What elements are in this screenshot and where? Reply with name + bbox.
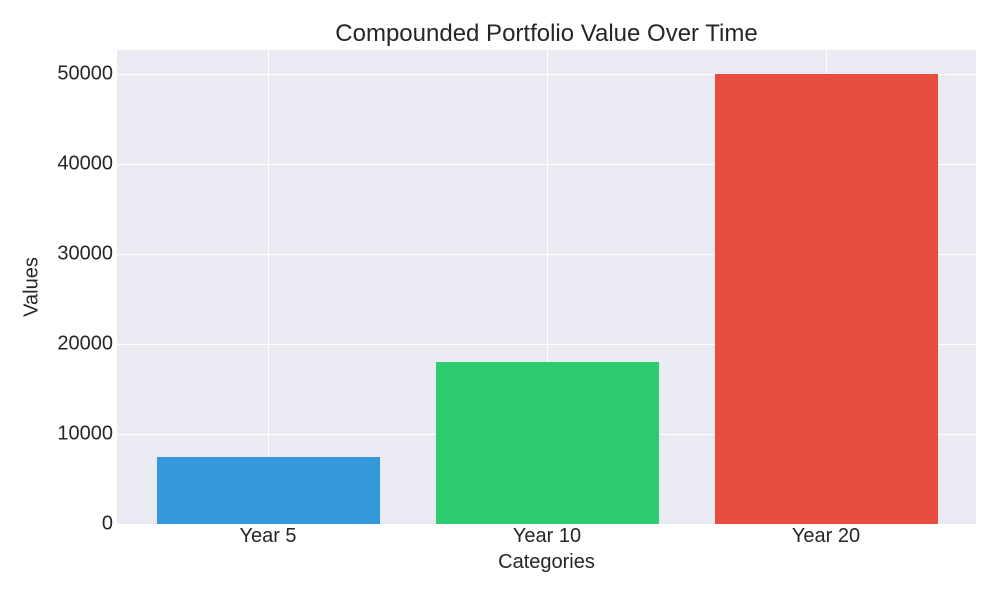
bar-year-20 bbox=[714, 74, 938, 524]
grid-line bbox=[117, 524, 976, 525]
y-tick-label: 40000 bbox=[57, 152, 113, 175]
grid-line bbox=[547, 50, 548, 524]
y-tick-label: 10000 bbox=[57, 422, 113, 445]
y-tick-label: 20000 bbox=[57, 332, 113, 355]
x-tick-label: Year 5 bbox=[239, 525, 297, 547]
grid-line bbox=[117, 164, 976, 166]
y-tick-label: 50000 bbox=[57, 62, 113, 85]
grid-line bbox=[117, 74, 976, 76]
grid-line bbox=[117, 344, 976, 346]
y-tick-label: 0 bbox=[101, 512, 113, 535]
y-axis-label: Values bbox=[20, 257, 43, 317]
bar-year-10 bbox=[435, 362, 659, 524]
chart-title: Compounded Portfolio Value Over Time bbox=[335, 20, 758, 47]
plot-area bbox=[117, 50, 976, 525]
x-axis-label: Categories bbox=[498, 551, 595, 573]
grid-line bbox=[268, 50, 269, 524]
grid-line bbox=[117, 254, 976, 256]
bar-year-5 bbox=[156, 456, 380, 524]
x-tick-label: Year 20 bbox=[791, 525, 861, 547]
y-tick-label: 30000 bbox=[57, 242, 113, 265]
x-tick-label: Year 10 bbox=[512, 525, 582, 547]
